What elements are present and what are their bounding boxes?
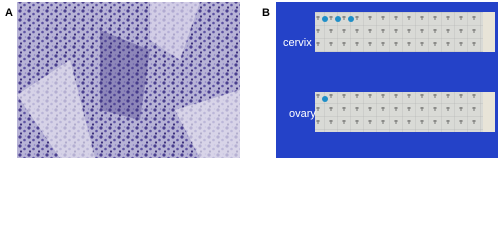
strip: [315, 92, 495, 132]
panel-label: B: [262, 7, 270, 19]
strip-label: ovary: [289, 108, 316, 120]
panel-label: A: [5, 7, 13, 19]
figure: A B cervix ovary: [5, 2, 498, 158]
page: A B cervix ovary (() => { const data = J…: [5, 2, 498, 158]
strip-label: cervix: [283, 37, 312, 49]
histology-image: [17, 2, 240, 158]
strip: [315, 12, 495, 52]
strip-photo: cervix ovary: [276, 2, 498, 158]
